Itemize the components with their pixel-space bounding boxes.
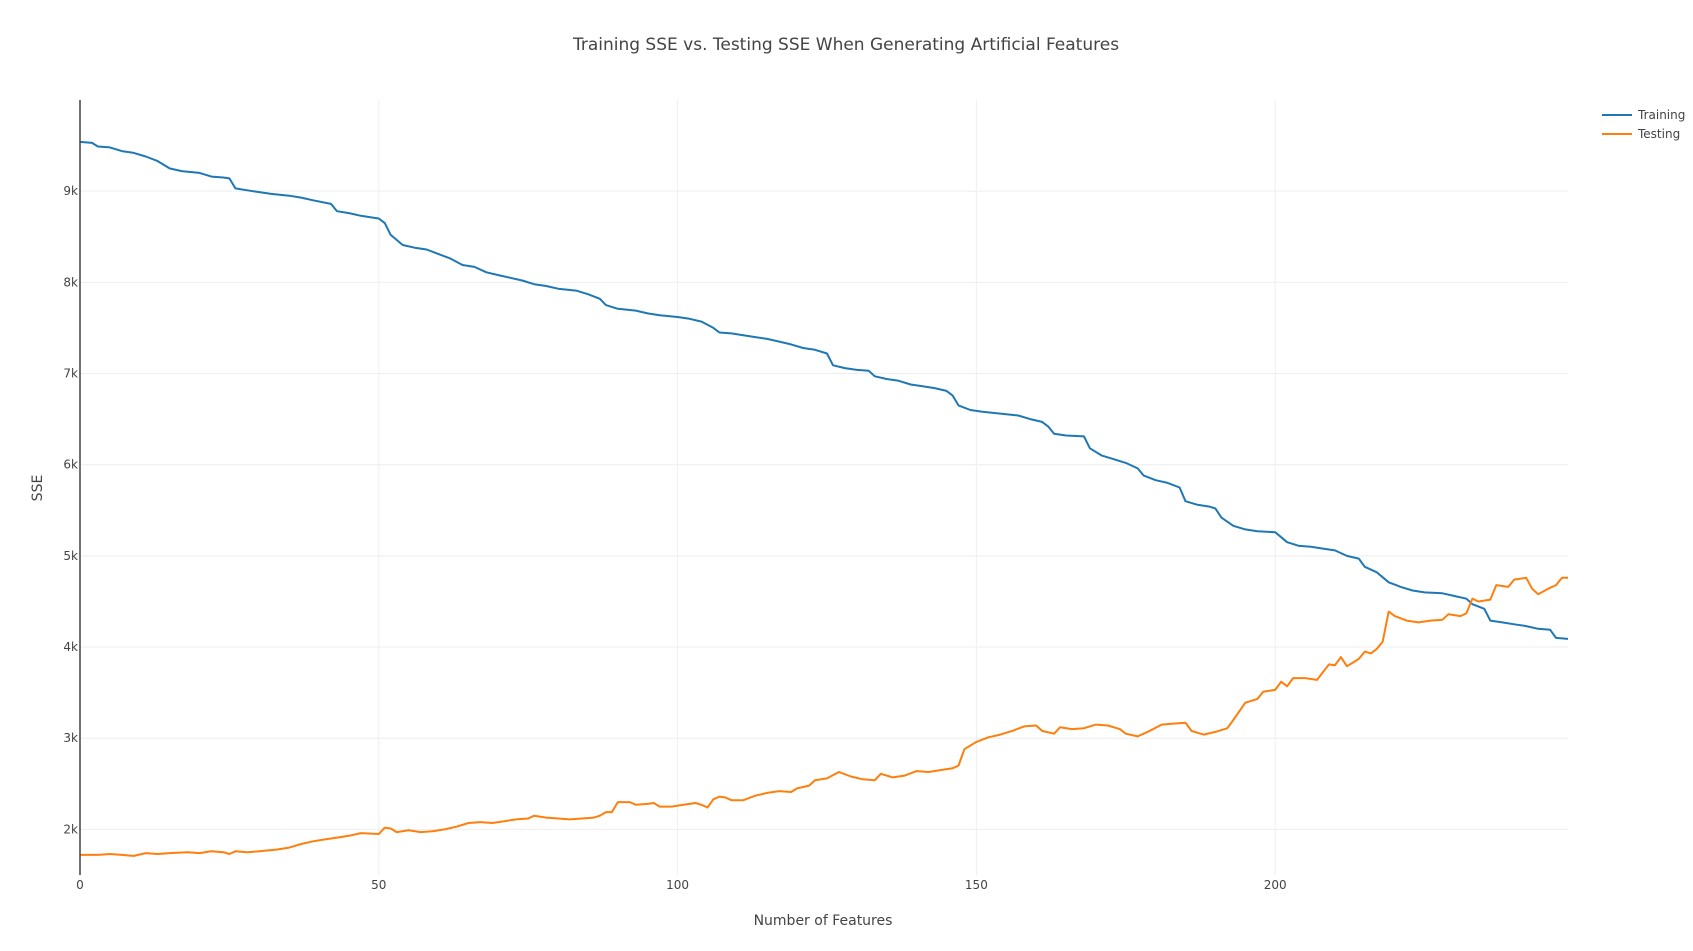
x-tick-label: 0 xyxy=(76,878,84,892)
y-tick-label: 4k xyxy=(63,640,78,654)
x-axis-ticks: 0 50 100 150 200 xyxy=(76,878,1286,892)
chart-title: Training SSE vs. Testing SSE When Genera… xyxy=(572,35,1119,55)
y-tick-label: 3k xyxy=(63,731,78,745)
y-axis-ticks: 2k 3k 4k 5k 6k 7k 8k 9k xyxy=(63,184,78,836)
y-tick-label: 6k xyxy=(63,458,78,472)
x-tick-label: 50 xyxy=(371,878,386,892)
legend-label-training[interactable]: Training xyxy=(1637,108,1685,122)
x-tick-label: 150 xyxy=(965,878,988,892)
grid xyxy=(80,100,1568,875)
y-tick-label: 8k xyxy=(63,275,78,289)
x-tick-label: 200 xyxy=(1264,878,1287,892)
series-line-training[interactable] xyxy=(79,140,1569,640)
y-axis-title: SSE xyxy=(30,475,46,502)
y-tick-label: 5k xyxy=(63,549,78,563)
y-tick-label: 2k xyxy=(63,822,78,836)
legend[interactable]: Training Testing xyxy=(1602,108,1685,141)
series-lines xyxy=(79,140,1569,857)
x-tick-label: 100 xyxy=(666,878,689,892)
x-axis-title: Number of Features xyxy=(754,913,893,929)
y-tick-label: 7k xyxy=(63,367,78,381)
legend-label-testing[interactable]: Testing xyxy=(1637,127,1680,141)
y-tick-label: 9k xyxy=(63,184,78,198)
series-line-testing[interactable] xyxy=(80,576,1568,857)
